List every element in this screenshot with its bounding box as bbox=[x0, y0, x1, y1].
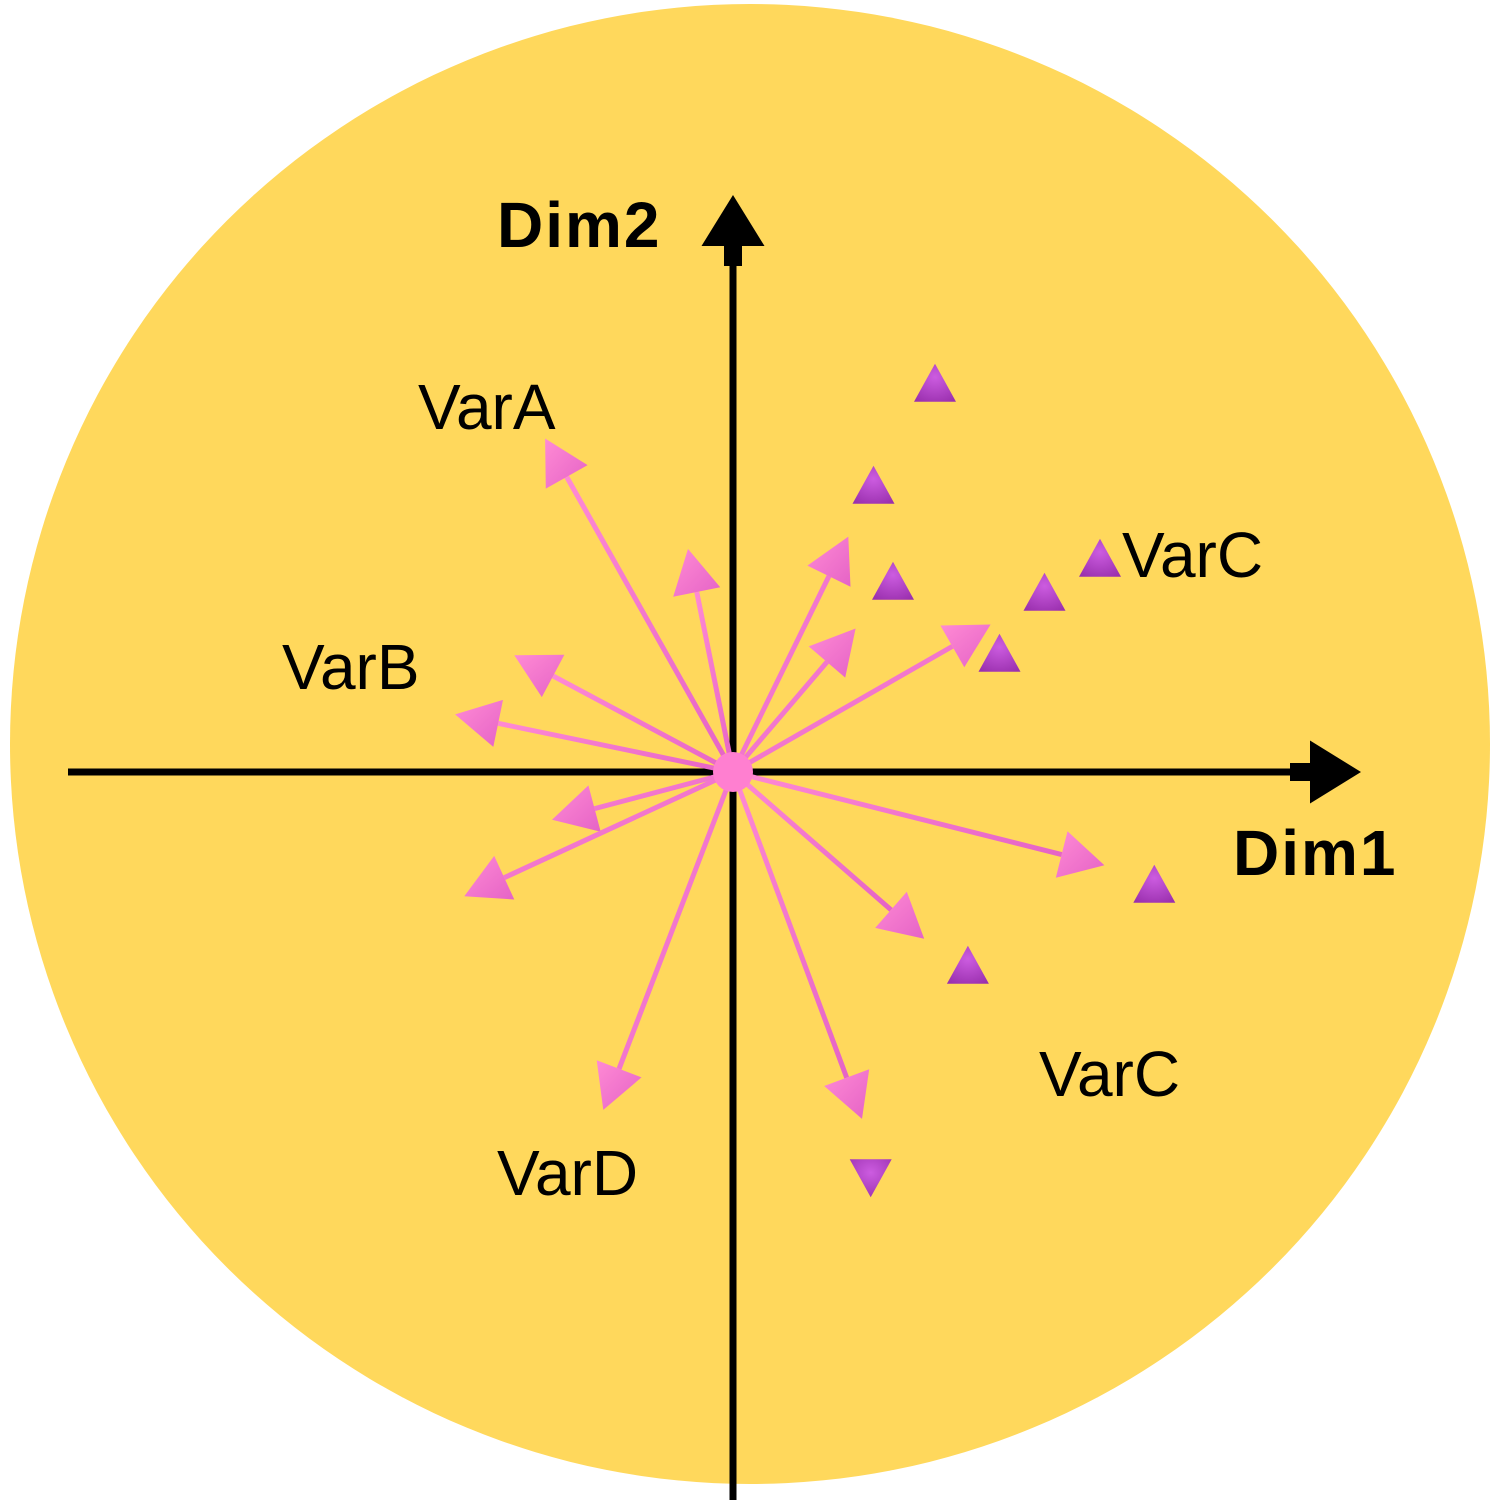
svg-text:VarC: VarC bbox=[1122, 519, 1263, 591]
svg-text:VarA: VarA bbox=[418, 371, 556, 443]
svg-text:VarC: VarC bbox=[1039, 1038, 1180, 1110]
svg-text:Dim2: Dim2 bbox=[497, 189, 662, 261]
svg-text:VarD: VarD bbox=[497, 1137, 638, 1209]
svg-text:Dim1: Dim1 bbox=[1233, 817, 1398, 889]
svg-text:VarB: VarB bbox=[282, 631, 420, 703]
